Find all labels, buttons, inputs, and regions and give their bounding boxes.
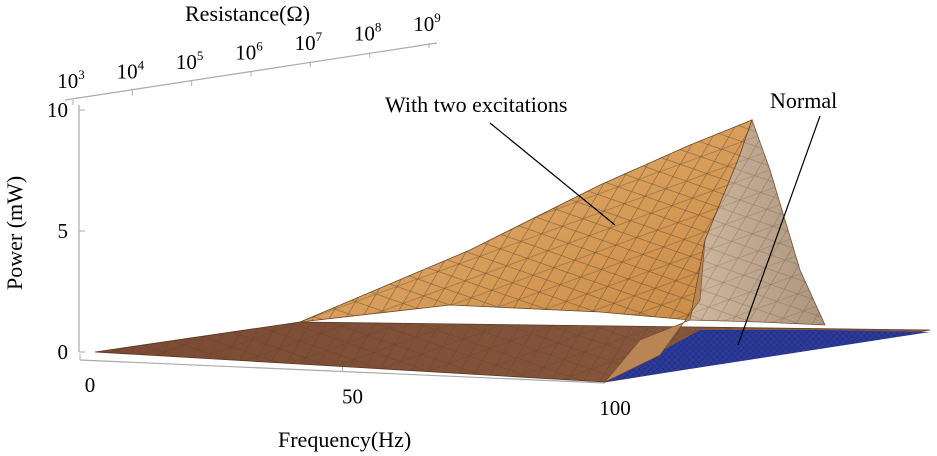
resistance-ticks: 103 104 105 106 107 108 109: [57, 10, 441, 105]
resistance-axis-label: Resistance(Ω): [185, 1, 310, 26]
power-tick-label: 5: [58, 219, 69, 243]
power-ticks: 0 5 10: [47, 98, 85, 364]
resistance-tick-label: 108: [354, 20, 382, 46]
series-two-excitations-side-mesh: [690, 120, 825, 325]
frequency-axis-label: Frequency(Hz): [278, 427, 411, 452]
frequency-tick-label: 100: [599, 396, 631, 420]
series-two-excitations-front-mesh: [300, 120, 752, 322]
series-normal-mesh: [605, 330, 930, 382]
power-tick-label: 0: [58, 340, 69, 364]
frequency-tick-label: 0: [85, 373, 96, 397]
resistance-tick-label: 105: [176, 48, 204, 74]
annotation-two-excitations-leader: [489, 122, 616, 226]
frequency-tick-label: 50: [342, 385, 363, 409]
resistance-tick-label: 109: [413, 10, 441, 36]
resistance-tick-label: 106: [235, 39, 263, 65]
power-tick-label: 10: [47, 98, 68, 122]
annotation-two-excitations: With two excitations: [385, 92, 567, 117]
annotation-normal-leader: [737, 115, 821, 346]
annotation-normal: Normal: [770, 88, 837, 113]
resistance-tick-label: 107: [295, 29, 323, 55]
series-two-excitations-ridge: [604, 239, 706, 383]
frequency-ticks: 0 50 100: [79, 354, 631, 420]
resistance-tick-label: 104: [117, 58, 145, 84]
resistance-tick-label: 103: [57, 67, 85, 93]
power-axis-label: Power (mW): [2, 176, 27, 290]
